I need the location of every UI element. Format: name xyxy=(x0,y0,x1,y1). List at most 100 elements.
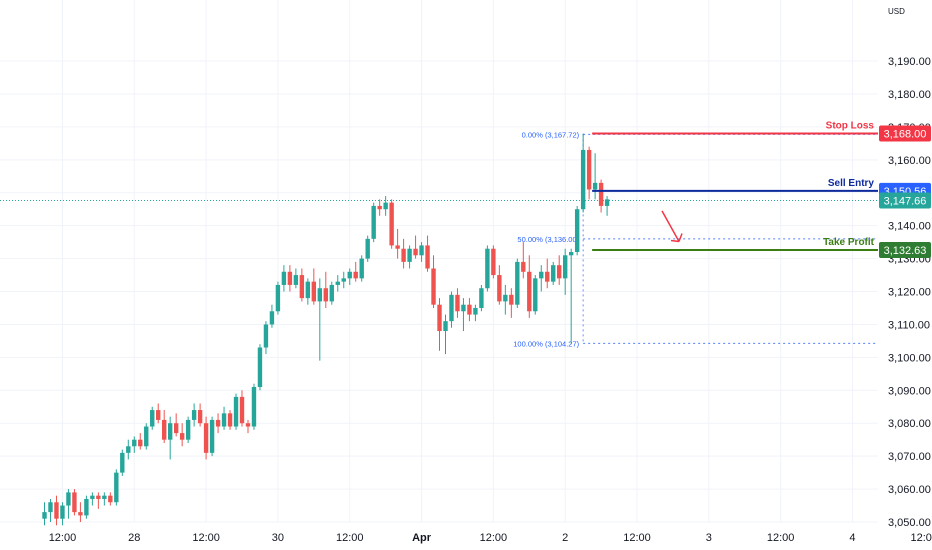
last-price-badge xyxy=(879,192,931,209)
price-badges: 3,168.003,150.563,132.633,147.66 xyxy=(879,125,931,258)
candle-body xyxy=(425,245,430,269)
candle-body xyxy=(275,284,281,312)
candle-body xyxy=(156,410,161,420)
candle-body xyxy=(167,423,173,440)
candle-body xyxy=(365,238,370,259)
candle-body xyxy=(539,271,544,279)
time-axis[interactable]: 12:00 28 12:00 30 12:00 Apr 12:00 2 12:00 3 12:00 4… xyxy=(49,532,932,544)
time-tick-label: 28 xyxy=(128,532,140,544)
candle-body xyxy=(317,288,323,302)
candle-body xyxy=(491,248,496,276)
candle-body xyxy=(120,452,125,473)
candle-body xyxy=(437,304,442,332)
candle-body xyxy=(568,252,574,256)
time-tick-label: 12:00 xyxy=(623,532,651,544)
down-arrow-icon xyxy=(661,210,683,243)
candle-body xyxy=(179,433,185,440)
time-tick-label: 12:00 xyxy=(192,532,220,544)
candle-body xyxy=(359,258,364,279)
candle-body xyxy=(557,265,562,279)
candle-body xyxy=(305,281,311,299)
candle-body xyxy=(132,439,137,447)
candle-body xyxy=(221,413,227,427)
candle-body xyxy=(42,512,47,519)
take-profit-badge xyxy=(879,241,931,258)
candle-body xyxy=(150,410,155,427)
last-price-badge-text: 3,147.66 xyxy=(884,195,927,207)
candle-body xyxy=(215,419,221,427)
candle-body xyxy=(311,281,317,302)
time-tick-label: 12:00 xyxy=(336,532,364,544)
candle-body xyxy=(479,288,484,308)
candle-body xyxy=(383,202,388,210)
price-tick-label: 3,180.00 xyxy=(888,89,931,101)
time-tick-label: 4 xyxy=(849,532,855,544)
price-tick-label: 3,190.00 xyxy=(888,56,931,68)
currency-label: USD xyxy=(888,7,905,16)
candle-body xyxy=(245,423,251,427)
price-tick-label: 3,110.00 xyxy=(888,319,930,331)
candle-body xyxy=(239,396,245,424)
time-tick-label: 12:00 xyxy=(767,532,795,544)
candle-body xyxy=(574,209,580,253)
candle-body xyxy=(281,271,287,285)
candle-body xyxy=(521,261,526,272)
candle-body xyxy=(257,347,263,388)
candle-body xyxy=(467,304,472,315)
time-tick-label: Apr xyxy=(412,532,432,544)
candle-body xyxy=(108,495,113,503)
candle-body xyxy=(162,419,167,440)
arrow-head-left xyxy=(670,239,680,243)
candle-body xyxy=(96,495,101,499)
time-tick-label: 12:00 xyxy=(911,532,932,544)
candle-body xyxy=(389,202,394,246)
candle-body xyxy=(407,248,412,262)
candlestick-series xyxy=(42,133,610,526)
candle-body xyxy=(551,265,556,282)
candle-body xyxy=(251,387,257,427)
candle-body xyxy=(533,278,538,312)
candle-body xyxy=(413,248,418,256)
arrow-shaft xyxy=(661,210,680,242)
candle-body xyxy=(377,205,382,210)
candle-body xyxy=(102,495,107,499)
price-tick-label: 3,140.00 xyxy=(888,221,931,233)
candle-body xyxy=(48,502,53,513)
candle-body xyxy=(138,439,143,447)
candle-body xyxy=(598,182,604,206)
price-tick-label: 3,120.00 xyxy=(888,287,931,299)
candle-body xyxy=(66,492,71,506)
candle-body xyxy=(353,271,358,279)
fib-100-label: 100.00% (3,104.27) xyxy=(513,339,579,348)
candle-body xyxy=(527,271,532,312)
candle-body xyxy=(54,502,59,519)
candle-body xyxy=(269,311,275,325)
candle-body xyxy=(347,271,352,279)
candle-body xyxy=(60,505,65,519)
candle-body xyxy=(323,288,328,302)
candle-body xyxy=(604,199,610,206)
candle-body xyxy=(329,284,334,302)
take-profit-badge-text: 3,132.63 xyxy=(884,245,927,257)
candle-body xyxy=(485,248,490,289)
stop-badge-text: 3,168.00 xyxy=(884,128,927,140)
candle-body xyxy=(545,271,550,282)
candle-body xyxy=(203,423,209,453)
candle-body xyxy=(233,396,239,427)
arrow-head-right xyxy=(678,233,683,242)
price-tick-label: 3,160.00 xyxy=(888,155,931,167)
candle-body xyxy=(72,492,77,513)
candle-body xyxy=(185,419,191,440)
time-tick-label: 30 xyxy=(272,532,284,544)
price-tick-label: 3,100.00 xyxy=(888,352,931,364)
candle-body xyxy=(144,426,149,447)
candle-body xyxy=(335,281,340,285)
candle-body xyxy=(263,324,269,348)
candle-body xyxy=(287,271,293,285)
trade-levels[interactable]: Stop Loss Sell Entry Take Profit xyxy=(592,120,878,251)
candle-body xyxy=(473,307,478,315)
candle-body xyxy=(586,149,592,190)
candle-body xyxy=(227,413,233,427)
